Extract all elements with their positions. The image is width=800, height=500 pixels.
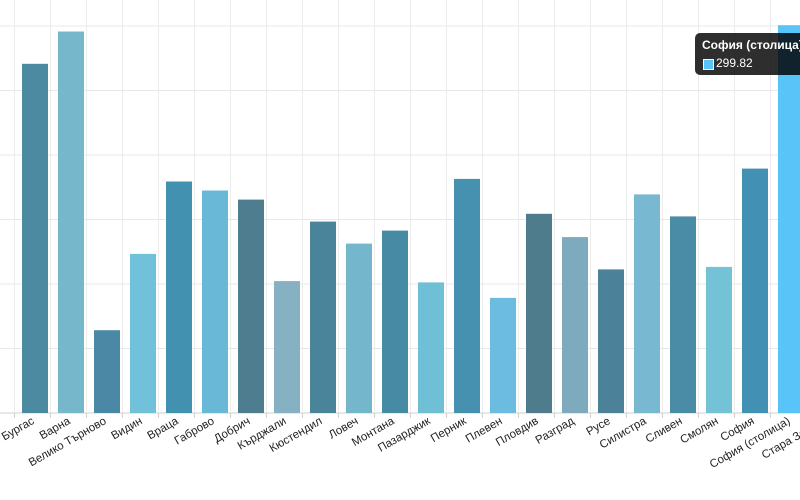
bar[interactable] <box>418 282 444 413</box>
x-tick-label: Разград <box>534 415 577 447</box>
bar[interactable] <box>562 237 588 413</box>
bar[interactable] <box>634 194 660 413</box>
bar[interactable] <box>742 168 768 413</box>
bar[interactable] <box>490 297 516 413</box>
x-tick-label: Видин <box>109 415 144 442</box>
bar[interactable] <box>598 269 624 413</box>
bar[interactable] <box>346 243 372 413</box>
chart-grid <box>0 0 800 418</box>
bar[interactable] <box>454 178 480 413</box>
bar[interactable] <box>22 63 48 414</box>
chart-bars <box>22 25 800 414</box>
tooltip-value: 299.82 <box>716 56 753 70</box>
bar[interactable] <box>130 253 156 413</box>
bar[interactable] <box>202 190 228 414</box>
x-tick-label: Габрово <box>173 415 217 447</box>
x-tick-label: Бургас <box>0 415 37 443</box>
x-axis-labels: БлагоевградБургасВарнаВелико ТърновоВиди… <box>0 415 800 471</box>
bar[interactable] <box>382 230 408 413</box>
tooltip-title: София (столица) <box>702 38 800 52</box>
bar[interactable] <box>526 213 552 413</box>
x-tick-label: Благоевград <box>0 415 1 459</box>
x-tick-label: Сливен <box>644 415 685 445</box>
bar[interactable] <box>706 266 732 413</box>
bar[interactable] <box>670 216 696 413</box>
tooltip-swatch <box>703 59 714 70</box>
bar[interactable] <box>58 31 84 414</box>
bar[interactable] <box>166 181 192 414</box>
bar[interactable] <box>94 330 120 413</box>
bar[interactable] <box>238 199 264 413</box>
bar[interactable] <box>778 25 800 413</box>
x-tick-label: Смолян <box>678 415 720 446</box>
x-tick-label: Перник <box>429 415 469 445</box>
bar-tooltip: София (столица) 299.82 <box>695 33 800 75</box>
bar[interactable] <box>274 281 300 413</box>
bar[interactable] <box>310 221 336 413</box>
